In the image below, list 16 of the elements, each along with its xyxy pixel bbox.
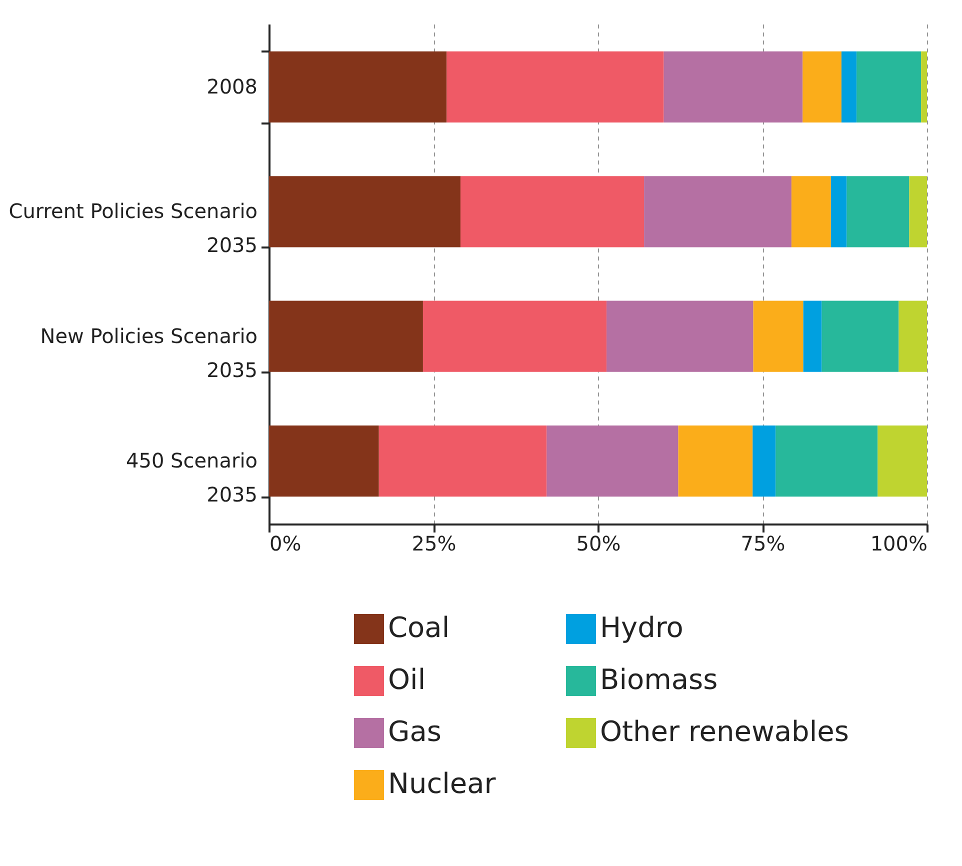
legend-label: Nuclear bbox=[388, 767, 496, 800]
x-tick-label: 75% bbox=[740, 532, 786, 556]
legend-label: Coal bbox=[388, 611, 450, 644]
legend-label: Biomass bbox=[600, 663, 718, 696]
x-tick-label: 0% bbox=[270, 532, 302, 556]
x-tick-label: 50% bbox=[576, 532, 621, 556]
x-tick-label: 100% bbox=[870, 532, 928, 556]
x-tick-label: 25% bbox=[412, 532, 456, 556]
y-tick-label: New Policies Scenario 2035 bbox=[40, 324, 258, 382]
y-tick-label: 450 Scenario 2035 bbox=[126, 448, 258, 507]
legend-label: Oil bbox=[388, 663, 426, 696]
legend-label: Hydro bbox=[600, 611, 684, 644]
y-tick-label: Current Policies Scenario 2035 bbox=[8, 199, 258, 258]
legend-label: Gas bbox=[388, 715, 442, 748]
y-tick-label: 2008 bbox=[206, 74, 258, 98]
legend-label: Other renewables bbox=[600, 715, 849, 748]
